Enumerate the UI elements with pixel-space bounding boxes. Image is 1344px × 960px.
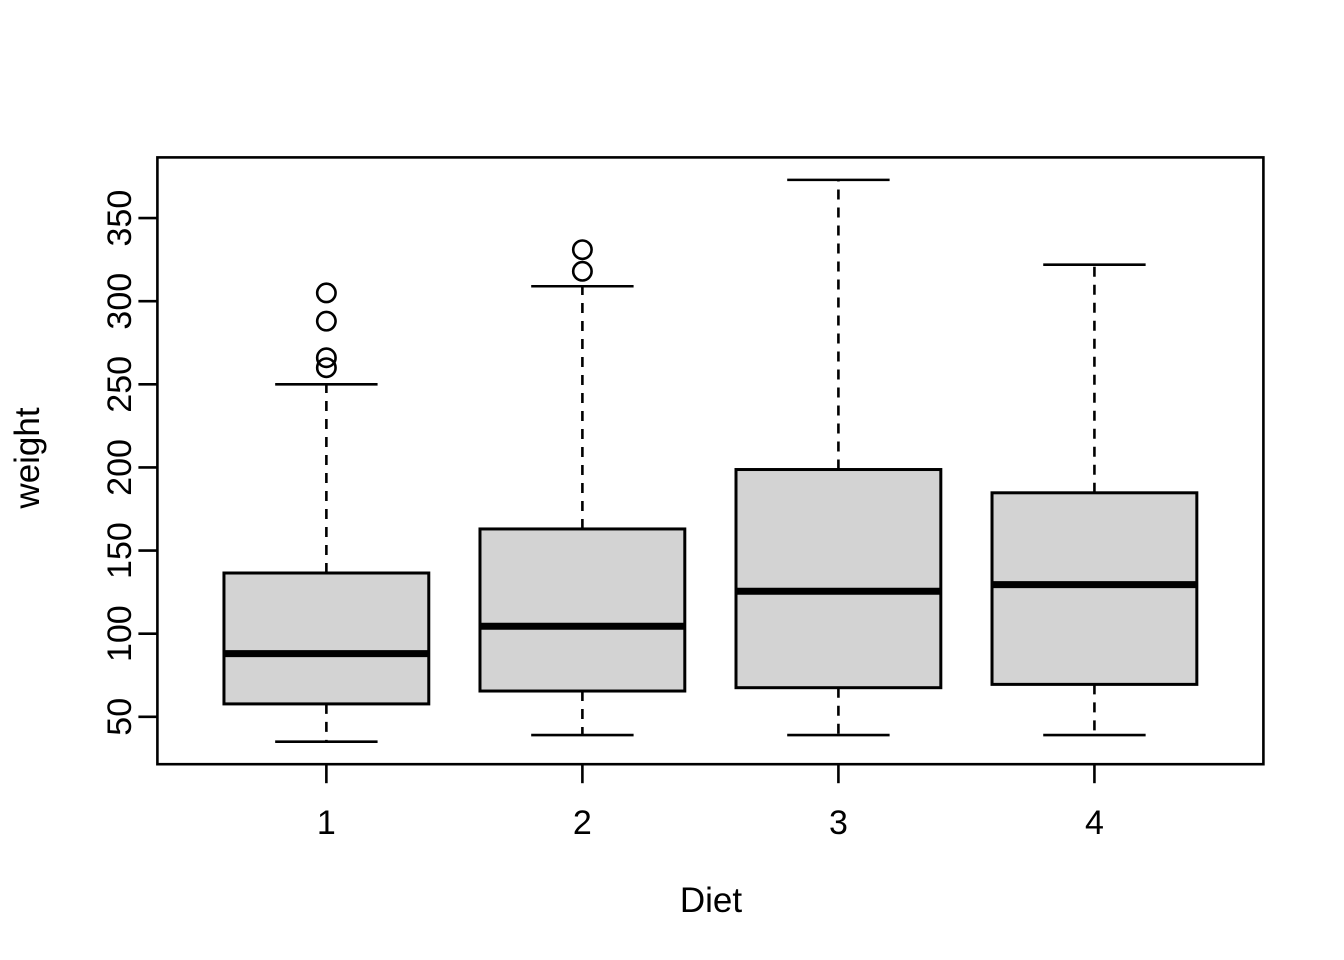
y-tick-label: 300 [101, 273, 139, 330]
box-2-rect [478, 527, 687, 693]
box-3-rect [734, 468, 943, 690]
y-tick-label: 250 [101, 356, 139, 413]
box-2-outlier [571, 260, 593, 282]
y-axis-title: weight [8, 407, 47, 509]
y-tick-label: 200 [101, 439, 139, 496]
box-1-outlier [315, 282, 337, 304]
box-2-outlier [571, 239, 593, 261]
x-tick-label: 2 [573, 804, 592, 842]
box-1-outlier [315, 347, 337, 369]
x-axis-title: Diet [679, 881, 743, 920]
y-tick-label: 350 [101, 190, 139, 247]
y-tick-label: 50 [101, 698, 139, 736]
x-tick-label: 3 [829, 804, 848, 842]
plot-border [156, 156, 1265, 766]
y-tick-label: 150 [101, 522, 139, 579]
y-tick-label: 100 [101, 605, 139, 662]
box-4-rect [990, 491, 1199, 686]
x-tick-label: 1 [317, 804, 336, 842]
x-tick-label: 4 [1085, 804, 1104, 842]
box-1-outlier [315, 310, 337, 332]
box-1-outlier [315, 357, 337, 379]
box-1-rect [222, 571, 431, 706]
